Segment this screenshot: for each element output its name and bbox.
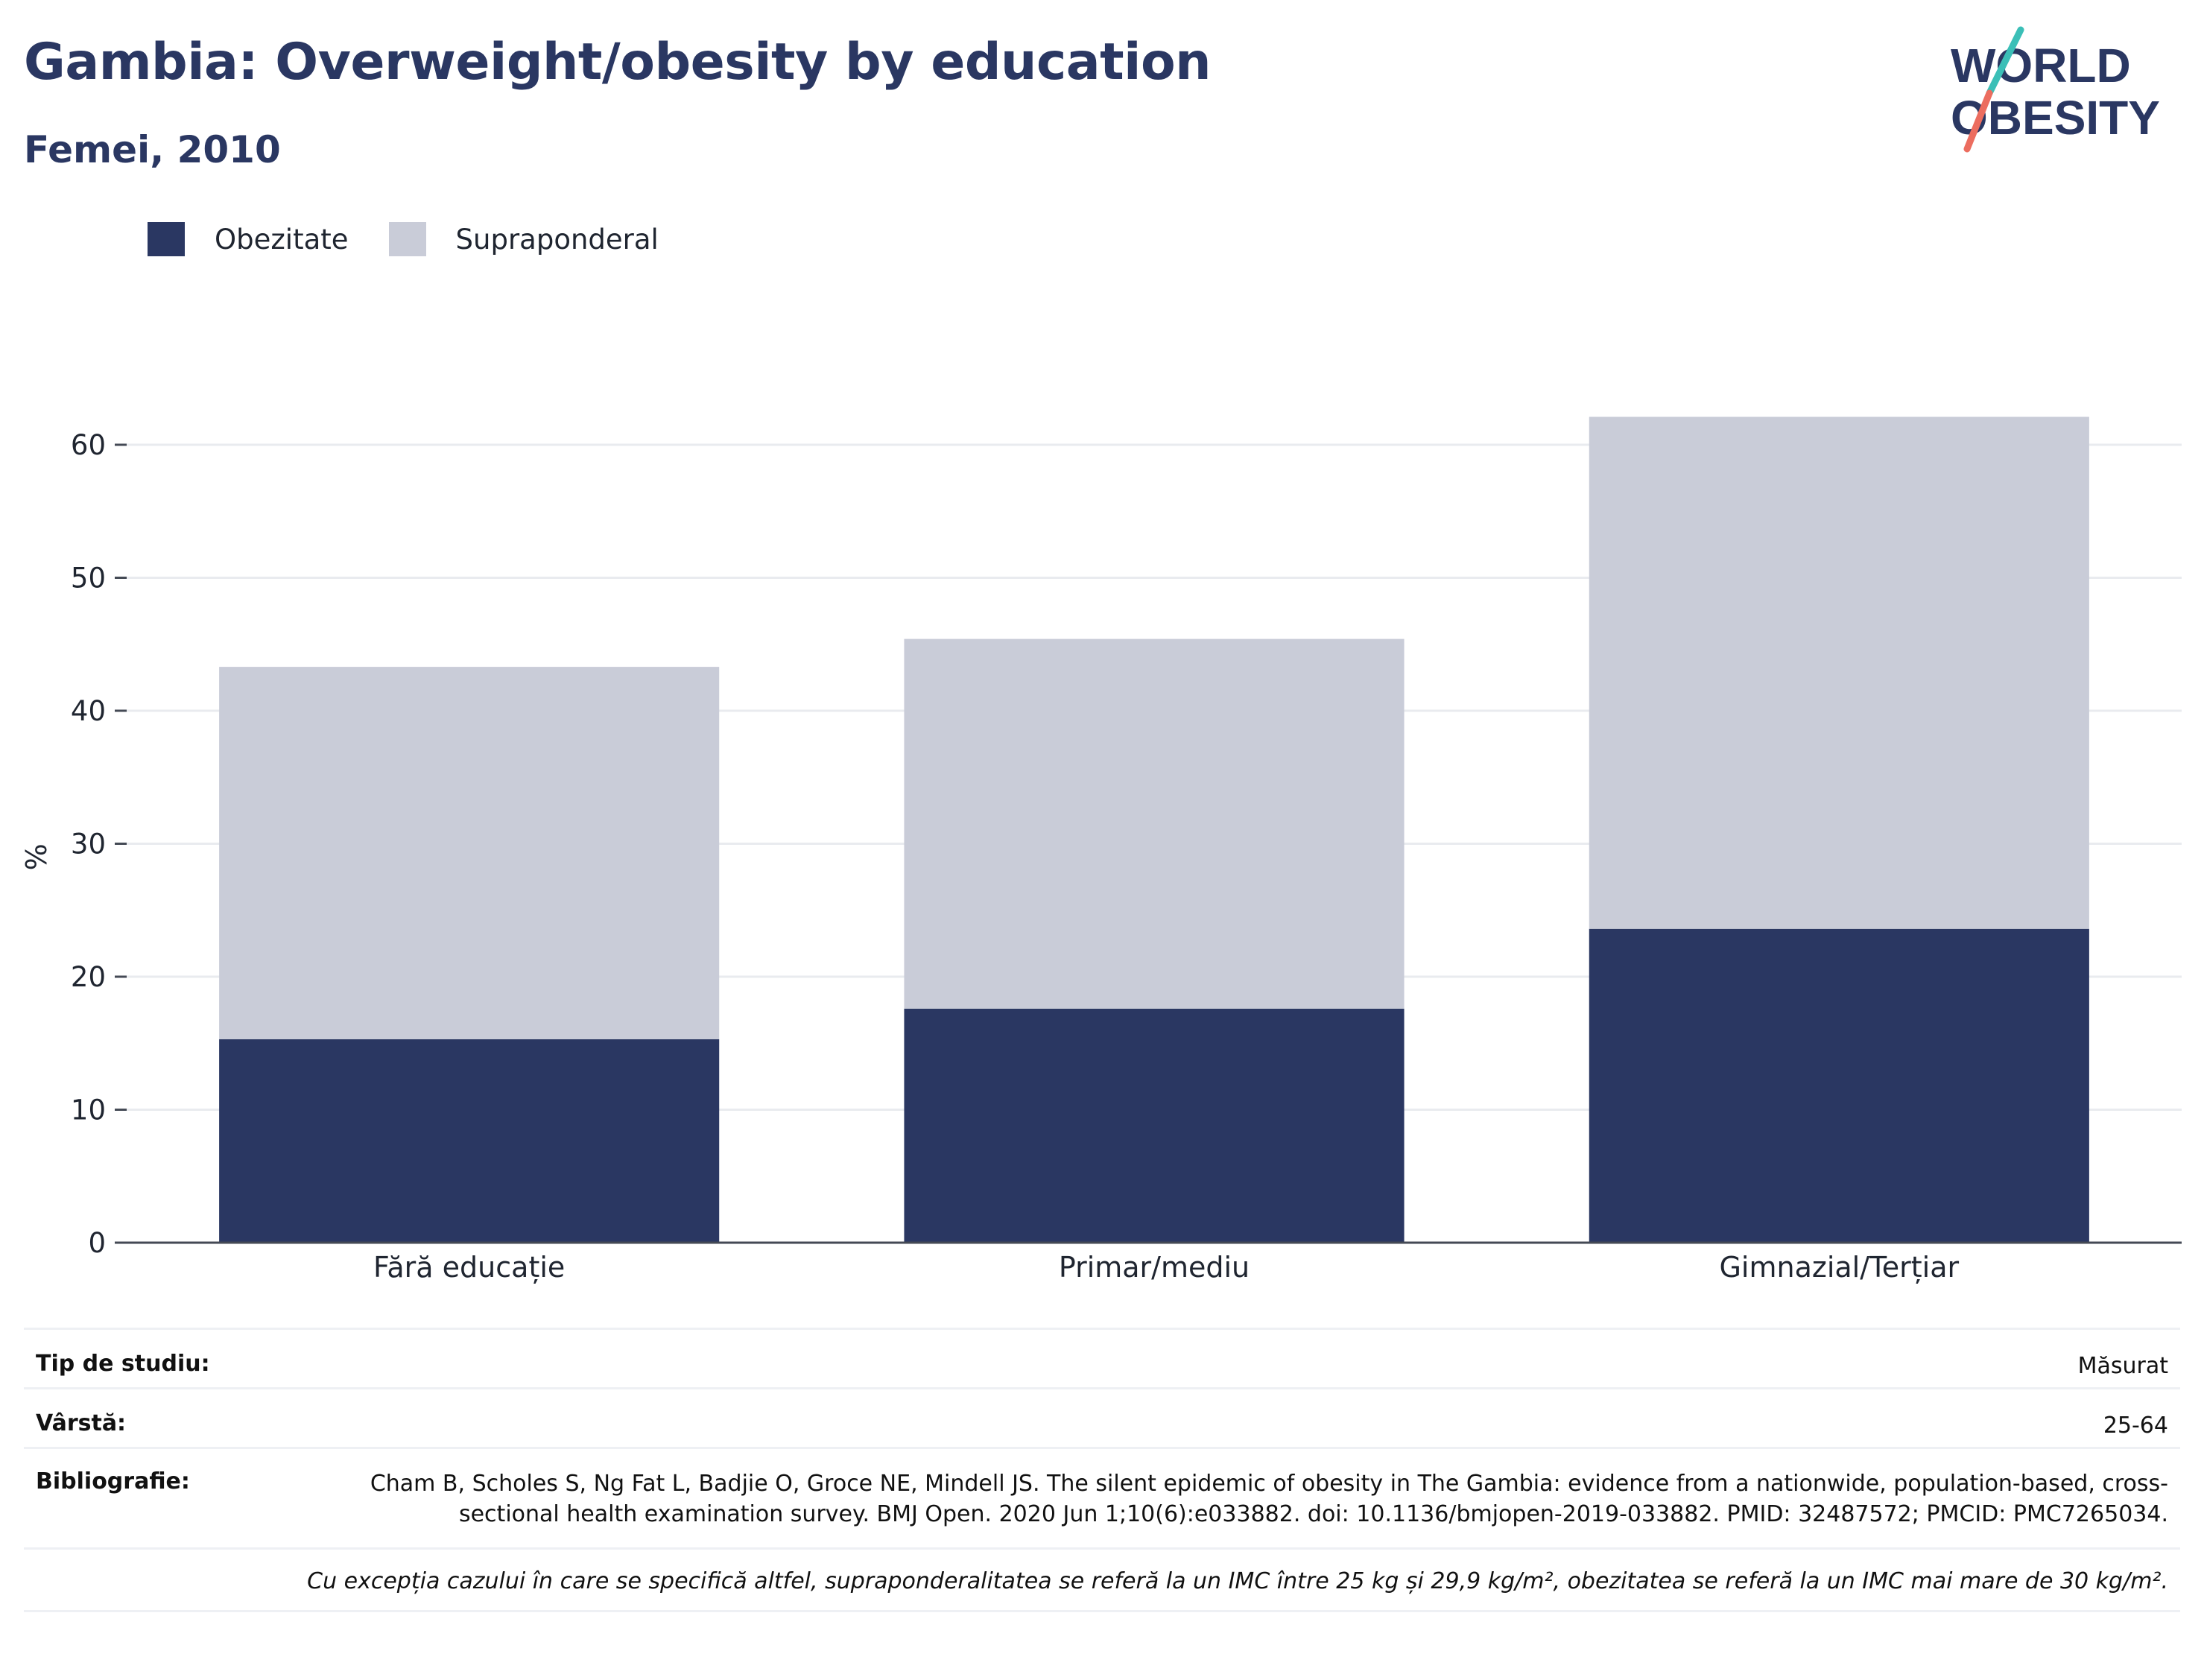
y-tick-label: 50	[71, 562, 106, 595]
y-tick-label: 20	[71, 961, 106, 993]
x-tick-label: Fără educație	[373, 1251, 565, 1284]
legend-swatch-obesity	[148, 222, 185, 256]
logo-slash-teal	[1986, 26, 2024, 97]
chart-subtitle: Femei, 2010	[24, 128, 281, 171]
logo-text-world: WORLD	[1951, 39, 2131, 92]
info-row-age: Vârstă: 25-64	[24, 1388, 2180, 1449]
y-tick-label: 30	[71, 828, 106, 860]
y-tick-label: 0	[88, 1227, 106, 1259]
study-type-value: Măsurat	[271, 1328, 2180, 1389]
legend-label-overweight: Supraponderal	[455, 223, 659, 256]
age-label: Vârstă:	[24, 1388, 271, 1449]
info-row-study-type: Tip de studiu: Măsurat	[24, 1328, 2180, 1389]
age-value: 25-64	[271, 1388, 2180, 1449]
chart-title: Gambia: Overweight/obesity by education	[24, 33, 1212, 92]
logo-slash-coral	[1963, 89, 1993, 153]
bar-overweight[interactable]	[219, 667, 720, 1039]
study-type-label: Tip de studiu:	[24, 1328, 271, 1389]
x-axis-tick-labels: Fără educație Primar/mediu Gimnazial/Terți…	[373, 1251, 1959, 1284]
x-tick-label: Primar/mediu	[1059, 1251, 1250, 1284]
bar-obesity[interactable]	[904, 1008, 1405, 1243]
info-row-bibliography: Bibliografie: Cham B, Scholes S, Ng Fat …	[24, 1448, 2180, 1550]
bar-overweight[interactable]	[1589, 416, 2089, 929]
legend-label-obesity: Obezitate	[215, 223, 349, 256]
definition-note: Cu excepția cazului în care se specifică…	[24, 1548, 2180, 1612]
y-tick-label: 10	[71, 1094, 106, 1126]
info-table: Tip de studiu: Măsurat Vârstă: 25-64 Bib…	[24, 1328, 2180, 1612]
stacked-bar-chart: 0 10 20 30 40 50 60 Fără educație Primar/mediu G…	[20, 416, 2182, 1284]
x-tick-label: Gimnazial/Terțiar	[1719, 1251, 1959, 1284]
bibliography-label: Bibliografie:	[24, 1448, 271, 1550]
bar-obesity[interactable]	[219, 1039, 720, 1243]
info-row-note: Cu excepția cazului în care se specifică…	[24, 1548, 2180, 1612]
world-obesity-logo: WORLD OBESITY	[1951, 26, 2160, 153]
legend-item-obesity[interactable]: Obezitate	[148, 222, 349, 256]
legend-swatch-overweight	[388, 222, 426, 256]
bar-obesity[interactable]	[1589, 928, 2089, 1243]
y-tick-label: 60	[71, 429, 106, 461]
y-tick-label: 40	[71, 695, 106, 727]
y-axis-ticks: 0 10 20 30 40 50 60	[71, 429, 127, 1259]
bibliography-value: Cham B, Scholes S, Ng Fat L, Badjie O, G…	[271, 1448, 2180, 1550]
y-axis-label: %	[20, 843, 53, 870]
legend-item-overweight[interactable]: Supraponderal	[388, 222, 659, 256]
chart-legend: Obezitate Supraponderal	[148, 222, 699, 256]
bar-overweight[interactable]	[904, 638, 1405, 1009]
bars	[219, 416, 2089, 1243]
